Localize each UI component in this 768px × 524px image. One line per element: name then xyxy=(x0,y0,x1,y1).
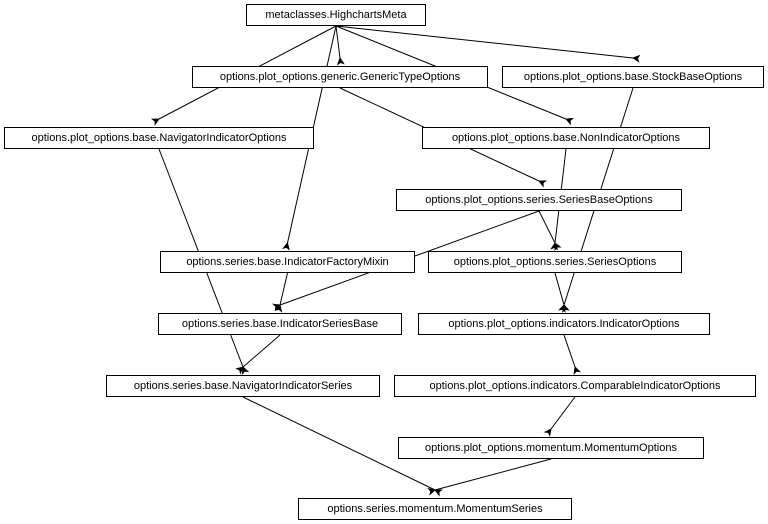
class-node-label: metaclasses.HighchartsMeta xyxy=(265,9,406,21)
class-node: options.plot_options.indicators.Comparab… xyxy=(394,375,756,397)
inheritance-edge xyxy=(551,397,575,429)
class-node-label: options.plot_options.base.NonIndicatorOp… xyxy=(452,132,680,144)
inheritance-edge xyxy=(564,335,575,367)
class-node-label: options.plot_options.base.NavigatorIndic… xyxy=(32,132,287,144)
inheritance-edge xyxy=(435,459,551,490)
class-node-label: options.plot_options.indicators.Indicato… xyxy=(448,318,679,330)
inheritance-edge xyxy=(539,211,555,243)
inheritance-edge xyxy=(336,26,340,58)
class-node-label: options.series.base.IndicatorFactoryMixi… xyxy=(186,256,388,268)
class-node-label: options.plot_options.series.SeriesOption… xyxy=(454,256,656,268)
class-node: options.plot_options.momentum.MomentumOp… xyxy=(398,437,704,459)
inheritance-edge xyxy=(336,26,633,58)
class-node: options.plot_options.series.SeriesOption… xyxy=(428,251,682,273)
class-node-label: options.series.base.IndicatorSeriesBase xyxy=(182,318,378,330)
class-node: options.plot_options.base.StockBaseOptio… xyxy=(502,66,764,88)
class-node: options.plot_options.base.NavigatorIndic… xyxy=(4,127,314,149)
class-node-label: options.plot_options.momentum.MomentumOp… xyxy=(425,442,677,454)
class-node: options.series.base.IndicatorFactoryMixi… xyxy=(160,251,415,273)
class-node: options.plot_options.series.SeriesBaseOp… xyxy=(396,189,682,211)
class-node-label: options.plot_options.generic.GenericType… xyxy=(220,71,460,83)
class-node: options.series.base.NavigatorIndicatorSe… xyxy=(106,375,380,397)
class-node-label: options.series.base.NavigatorIndicatorSe… xyxy=(134,380,352,392)
class-node: options.plot_options.generic.GenericType… xyxy=(192,66,488,88)
class-node: options.series.momentum.MomentumSeries xyxy=(298,498,572,520)
class-node: options.plot_options.base.NonIndicatorOp… xyxy=(422,127,710,149)
inheritance-edge xyxy=(243,335,280,367)
inheritance-edge xyxy=(280,273,288,305)
class-node-label: options.plot_options.base.StockBaseOptio… xyxy=(524,71,742,83)
class-node: options.plot_options.indicators.Indicato… xyxy=(418,313,710,335)
inheritance-edge xyxy=(555,273,564,305)
class-node-label: options.plot_options.indicators.Comparab… xyxy=(429,380,720,392)
class-node: metaclasses.HighchartsMeta xyxy=(246,4,426,26)
class-node-label: options.series.momentum.MomentumSeries xyxy=(327,503,542,515)
class-node-label: options.plot_options.series.SeriesBaseOp… xyxy=(425,194,652,206)
class-node: options.series.base.IndicatorSeriesBase xyxy=(158,313,402,335)
